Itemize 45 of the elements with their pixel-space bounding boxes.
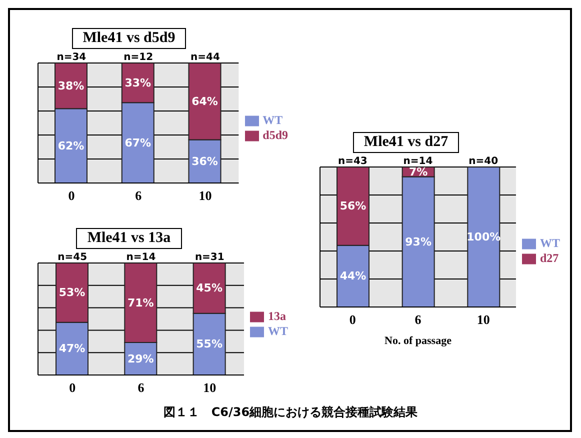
- x-tick-label: 6: [135, 188, 142, 204]
- x-tick-label: 10: [198, 188, 212, 204]
- x-tick-label: 0: [68, 188, 75, 204]
- x-tick-label: 6: [138, 380, 145, 396]
- data-label: 64%: [192, 94, 218, 108]
- x-axis-title: No. of passage: [384, 335, 452, 347]
- data-label: 55%: [196, 338, 222, 351]
- annotation: n=31: [194, 252, 224, 263]
- chart-title: Mle41 vs d27: [352, 132, 460, 153]
- annotation: n=45: [58, 252, 88, 263]
- legend-label: WT: [268, 324, 288, 338]
- data-label: 47%: [58, 342, 86, 356]
- annotation: n=14: [403, 156, 433, 167]
- data-label: 62%: [58, 139, 84, 152]
- legend-label: 13a: [268, 308, 286, 323]
- data-label: 7%: [408, 165, 428, 178]
- chart-title: Mle41 vs 13a: [76, 228, 182, 249]
- annotation: n=34: [56, 52, 86, 63]
- legend-label: WT: [540, 236, 560, 250]
- data-label: 53%: [58, 286, 86, 300]
- x-tick-label: 10: [476, 312, 490, 328]
- x-tick-label: 0: [349, 312, 356, 328]
- annotation: n=43: [338, 156, 368, 167]
- annotation: n=12: [124, 52, 154, 63]
- data-label: 71%: [127, 296, 154, 310]
- data-label: 33%: [124, 76, 152, 90]
- chart-title: Mle41 vs d5d9: [72, 28, 186, 49]
- data-label: 67%: [124, 136, 152, 150]
- data-label: 38%: [58, 79, 84, 92]
- data-label: 29%: [127, 352, 154, 366]
- annotation: n=14: [126, 252, 156, 263]
- x-tick-label: 0: [69, 380, 76, 396]
- data-label: 45%: [196, 282, 222, 295]
- legend-label: WT: [262, 112, 283, 127]
- annotation: n=40: [468, 156, 498, 167]
- caption: 図１１ C6/36細胞における競合接種試験結果: [162, 404, 419, 421]
- data-label: 36%: [192, 154, 218, 168]
- legend-label: d5d9: [262, 128, 288, 142]
- annotation: n=44: [190, 52, 220, 63]
- data-label: 44%: [340, 270, 366, 283]
- data-label: 93%: [405, 235, 432, 248]
- legend-label: d27: [540, 251, 559, 265]
- data-label: 56%: [340, 200, 366, 213]
- x-tick-label: 10: [203, 380, 216, 396]
- x-tick-label: 6: [414, 312, 422, 328]
